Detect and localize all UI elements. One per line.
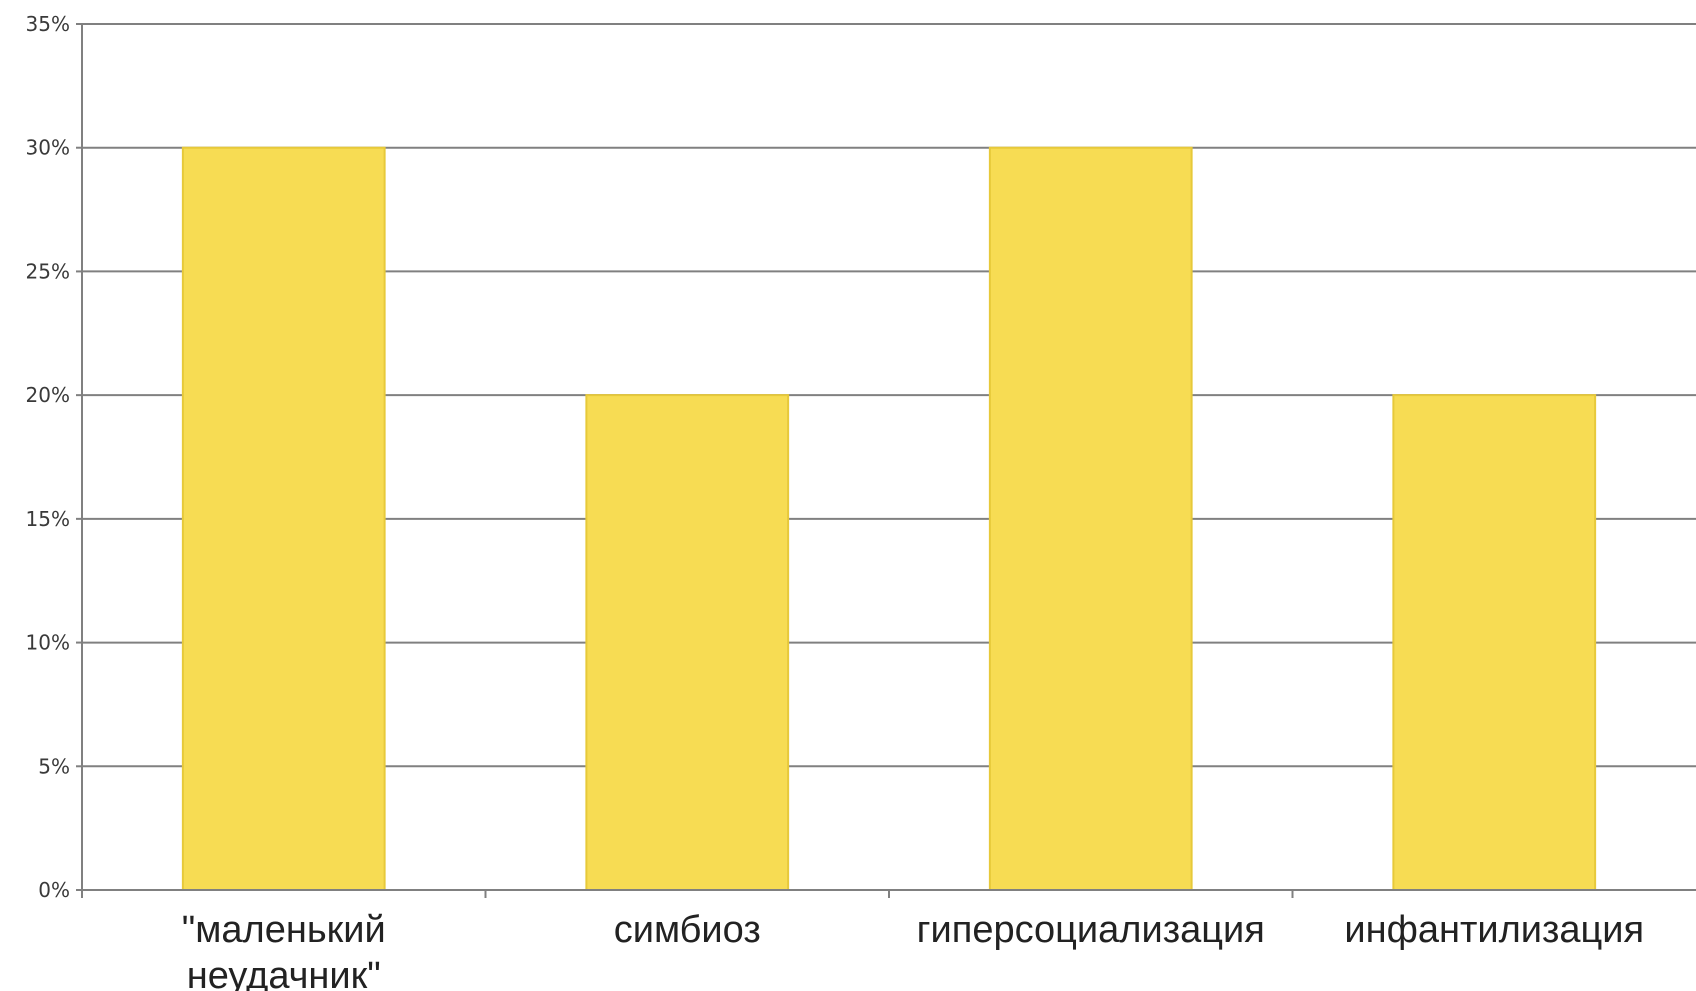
y-tick-label: 15% <box>26 507 70 531</box>
bar <box>988 146 1193 891</box>
y-tick-label: 20% <box>26 383 70 407</box>
x-tick-label: неудачник" <box>187 955 381 991</box>
bar <box>181 146 386 891</box>
bar <box>1392 394 1597 891</box>
x-tick-label: "маленький <box>182 909 386 951</box>
y-tick-label: 30% <box>26 136 70 160</box>
x-tick-label: симбиоз <box>614 909 761 951</box>
y-tick-label: 25% <box>26 259 70 283</box>
y-tick-label: 35% <box>26 12 70 36</box>
y-tick-label: 5% <box>38 754 70 778</box>
x-tick-label: инфантилизация <box>1344 909 1644 951</box>
bar <box>585 394 790 891</box>
y-tick-label: 0% <box>38 878 70 902</box>
y-tick-label: 10% <box>26 631 70 655</box>
x-tick-label: гиперсоциализация <box>917 909 1265 951</box>
